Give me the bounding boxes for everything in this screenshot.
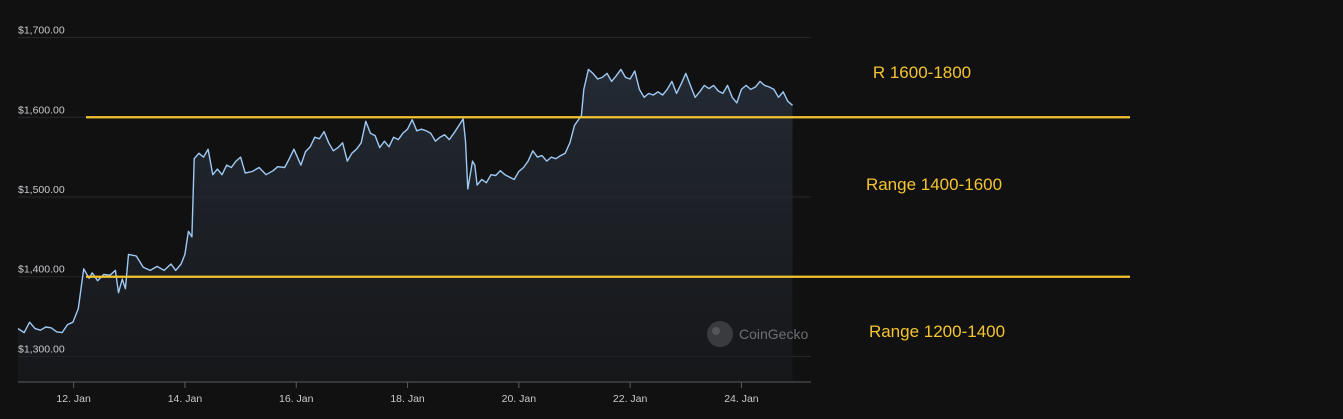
y-tick-label: $1,700.00 (18, 25, 65, 37)
coingecko-watermark: CoinGecko (707, 321, 808, 347)
watermark-text: CoinGecko (739, 326, 808, 342)
y-axis-labels: $1,300.00 $1,400.00 $1,500.00 $1,600.00 $1,7… (18, 25, 65, 356)
coingecko-logo-icon (707, 321, 733, 347)
x-tick-label: 20. Jan (502, 393, 537, 405)
x-tick-label: 12. Jan (56, 393, 91, 405)
price-area (18, 69, 793, 383)
y-tick-label: $1,500.00 (18, 184, 65, 196)
zone-label-1200-1400: Range 1200-1400 (869, 322, 1005, 341)
coingecko-logo-eye (712, 327, 720, 335)
price-line (17, 68, 793, 334)
zone-labels: R 1600-1800 Range 1400-1600 Range 1200-1… (866, 63, 1005, 341)
x-tick-label: 22. Jan (613, 393, 648, 405)
x-axis (18, 381, 811, 388)
zone-label-1400-1600: Range 1400-1600 (866, 175, 1002, 194)
price-line-path (17, 68, 793, 334)
y-tick-label: $1,400.00 (18, 264, 65, 276)
y-tick-label: $1,600.00 (18, 104, 65, 116)
x-tick-label: 24. Jan (724, 393, 759, 405)
zone-label-r1600-1800: R 1600-1800 (873, 63, 971, 82)
annotation-lines (86, 116, 1130, 278)
x-tick-label: 16. Jan (279, 393, 314, 405)
x-tick-label: 18. Jan (390, 393, 425, 405)
price-area-fill (18, 69, 793, 383)
x-tick-label: 14. Jan (168, 393, 203, 405)
x-axis-labels: 12. Jan 14. Jan 16. Jan 18. Jan 20. Jan 22. J… (56, 393, 758, 405)
y-tick-label: $1,300.00 (18, 343, 65, 355)
